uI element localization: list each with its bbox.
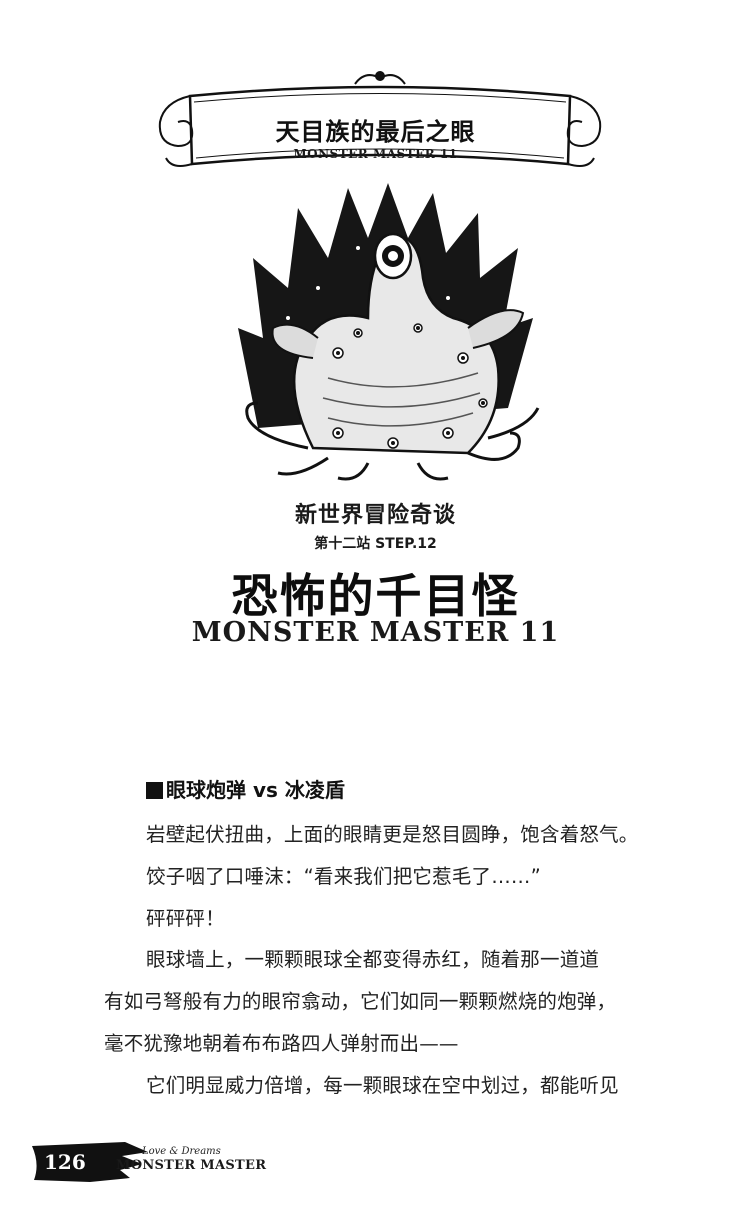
body-line: 它们明显威力倍增，每一颗眼球在空中划过，都能听见 [146, 1074, 619, 1097]
body-line: 眼球墙上，一颗颗眼球全都变得赤红，随着那一道道 [146, 948, 600, 971]
body-line: 有如弓弩般有力的眼帘翕动，它们如同一颗颗燃烧的炮弹， [104, 990, 617, 1013]
monster-illustration [238, 183, 540, 481]
scroll-banner [158, 71, 602, 167]
footer-tagline: Love & Dreams [142, 1146, 221, 1157]
section-heading-text: 眼球炮弹 vs 冰凌盾 [166, 778, 345, 802]
page-number-brush [32, 1142, 148, 1182]
body-line: 毫不犹豫地朝着布布路四人弹射而出—— [104, 1032, 459, 1055]
series-title: 新世界冒险奇谈 [294, 503, 456, 528]
banner-title: 天目族的最后之眼 [275, 118, 476, 146]
section-heading: 眼球炮弹 vs 冰凌盾 [146, 774, 345, 803]
page-number: 126 [44, 1150, 86, 1174]
chapter-title: 恐怖的千目怪 [231, 569, 520, 623]
banner-subtitle: MONSTER MASTER 11 [293, 147, 458, 161]
body-line: 砰砰砰！ [146, 907, 225, 930]
body-line: 岩壁起伏扭曲，上面的眼睛更是怒目圆睁，饱含着怒气。 [146, 823, 639, 846]
body-line: 饺子咽了口唾沫：“看来我们把它惹毛了……” [146, 865, 541, 888]
square-bullet-icon [146, 782, 163, 799]
footer-brand: MONSTER MASTER [116, 1158, 267, 1173]
chapter-subtitle: MONSTER MASTER 11 [191, 617, 560, 648]
step-label: 第十二站 STEP.12 [314, 536, 437, 552]
